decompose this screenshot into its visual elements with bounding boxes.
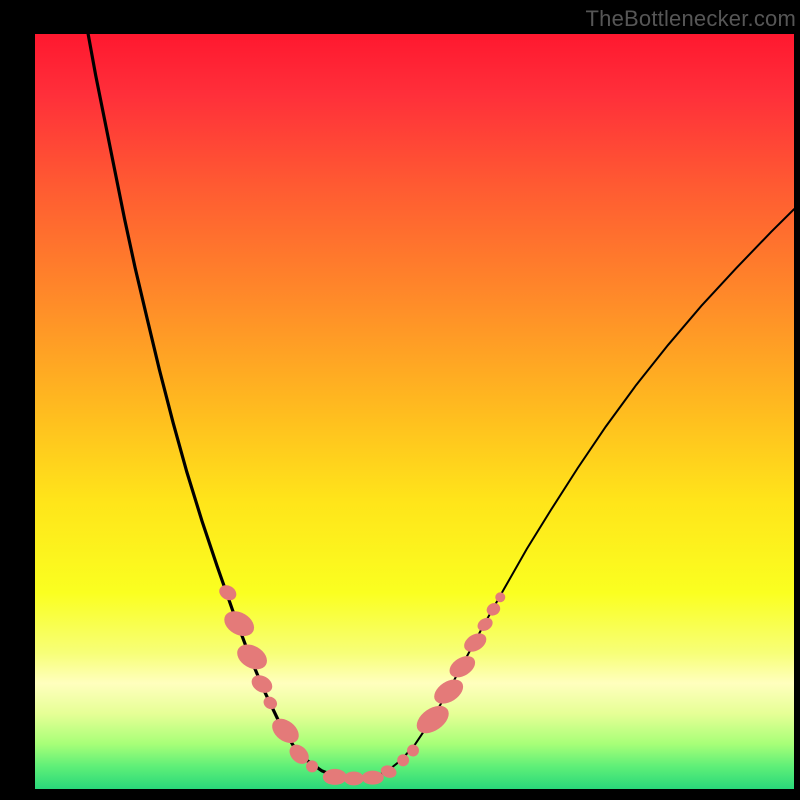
plot-area [34,34,794,790]
curve-layer [35,34,794,789]
curve-marker [261,694,279,712]
curve-marker [306,760,318,772]
curve-marker [412,700,454,739]
curve-marker [248,672,275,697]
curve-marker [461,630,490,656]
curve-left [88,34,352,778]
curve-marker [430,675,468,709]
curve-marker [344,771,364,785]
curve-marker [475,615,495,633]
curve-right [352,209,794,778]
watermark-text: TheBottlenecker.com [586,6,796,32]
curve-marker [484,601,502,618]
curve-marker [233,639,272,674]
curve-marker [446,652,479,682]
curve-marker [323,769,347,785]
marker-layer [217,582,506,785]
curve-marker [362,771,384,785]
curve-marker [268,714,304,748]
curve-marker [220,606,259,641]
curve-marker [495,592,505,602]
